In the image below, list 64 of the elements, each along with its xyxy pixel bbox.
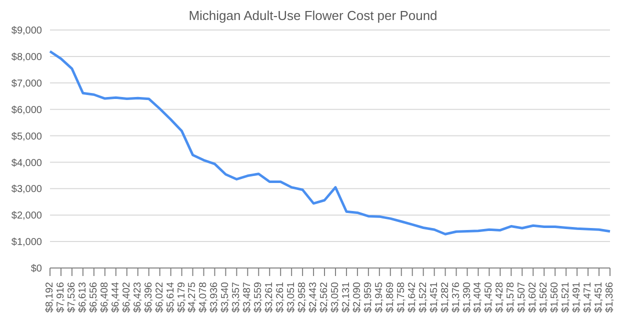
y-tick-label: $3,000	[11, 184, 42, 196]
y-tick-label: $2,000	[11, 210, 42, 222]
y-tick-label: $8,000	[11, 52, 42, 63]
x-tick-label: $5,614	[165, 282, 176, 313]
x-tick-label: $1,602	[528, 282, 539, 313]
x-tick-label: $6,556	[88, 282, 100, 313]
x-tick-label: $1,390	[462, 282, 473, 313]
x-tick-label: $1,562	[538, 282, 550, 313]
x-tick-label: $7,916	[55, 282, 66, 313]
x-tick-label: $2,090	[352, 282, 363, 313]
y-tick-label: $9,000	[11, 26, 42, 37]
x-tick-label: $1,758	[396, 282, 407, 313]
x-tick-label: $1,386	[604, 282, 616, 313]
x-tick-label: $1,428	[494, 282, 506, 313]
x-tick-label: $5,179	[176, 282, 188, 313]
x-tick-label: $4,078	[198, 282, 210, 313]
x-tick-label: $1,450	[484, 282, 495, 313]
x-tick-label: $3,051	[286, 282, 298, 313]
x-tick-label: $1,642	[406, 282, 418, 313]
x-tick-label: $1,578	[506, 282, 517, 313]
y-tick-label: $7,000	[11, 78, 42, 90]
x-tick-label: $1,869	[384, 282, 396, 313]
x-tick-label: $1,471	[582, 282, 594, 313]
x-tick-label: $6,444	[110, 282, 122, 313]
x-tick-label: $1,282	[440, 282, 451, 313]
x-tick-label: $2,131	[340, 282, 352, 313]
x-tick-label: $1,451	[594, 282, 605, 313]
x-tick-label: $6,613	[77, 282, 88, 313]
x-tick-label: $1,507	[516, 282, 528, 313]
x-tick-label: $1,451	[428, 282, 440, 313]
x-tick-label: $6,423	[132, 282, 144, 313]
x-tick-label: $6,402	[121, 282, 132, 313]
y-tick-label: $5,000	[11, 131, 42, 142]
x-tick-label: $7,536	[66, 282, 78, 313]
x-tick-label: $3,936	[209, 282, 220, 313]
x-tick-label: $1,560	[550, 282, 561, 313]
x-tick-label: $3,540	[220, 282, 232, 313]
x-tick-label: $2,443	[308, 282, 320, 313]
chart-title: Michigan Adult-Use Flower Cost per Pound	[188, 8, 438, 25]
x-tick-label: $1,959	[362, 282, 374, 313]
x-tick-label: $1,522	[418, 282, 429, 313]
x-tick-label: $6,396	[143, 282, 154, 313]
x-tick-label: $3,357	[231, 282, 242, 313]
x-tick-label: $2,562	[319, 282, 330, 313]
x-tick-label: $3,261	[264, 282, 276, 313]
line-series	[48, 50, 612, 236]
y-tick-label: $1,000	[11, 237, 42, 248]
x-tick-label: $1,404	[472, 282, 484, 313]
x-tick-label: $3,487	[242, 282, 254, 313]
x-tick-label: $1,945	[374, 282, 385, 313]
x-tick-label: $3,261	[275, 282, 286, 313]
x-tick-label: $3,559	[253, 282, 264, 313]
y-tick-label: $4,000	[11, 158, 42, 169]
x-tick-label: $1,491	[572, 282, 583, 313]
x-tick-label: $1,521	[560, 282, 572, 313]
y-tick-label: $0	[30, 264, 42, 275]
x-tick-label: $8,192	[44, 282, 56, 313]
x-tick-label: $2,958	[297, 282, 308, 313]
y-tick-label: $6,000	[11, 104, 42, 116]
x-tick-label: $6,408	[99, 282, 110, 313]
x-tick-label: $6,022	[154, 282, 166, 313]
x-tick-label: $3,050	[330, 282, 341, 313]
x-tick-label: $4,275	[187, 282, 198, 313]
x-tick-label: $1,376	[450, 282, 462, 313]
